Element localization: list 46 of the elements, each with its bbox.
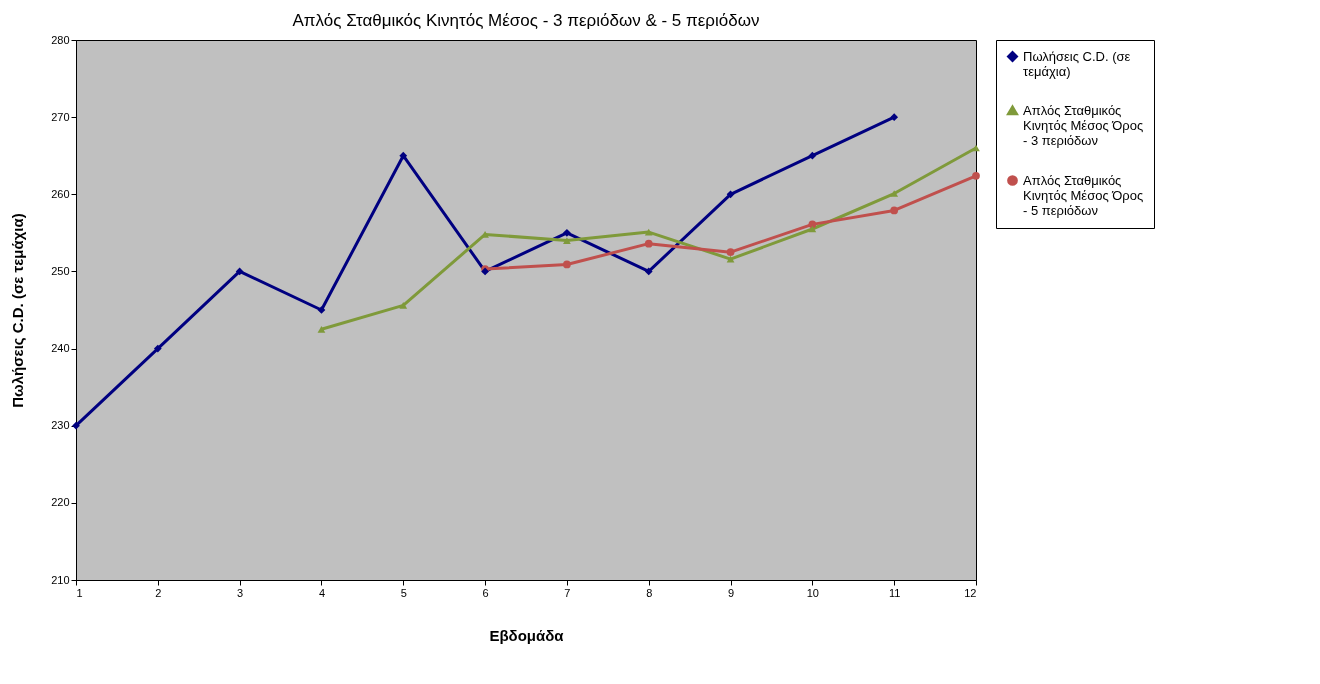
x-tick-label: 2 [155, 586, 162, 599]
point [890, 113, 899, 122]
chart-title: Απλός Σταθμικός Κινητός Μέσος - 3 περιόδων & - 5 περιόδων [292, 11, 760, 30]
y-tick-label: 270 [51, 110, 70, 123]
point [726, 190, 735, 199]
y-tick-label: 230 [51, 419, 70, 432]
point [563, 237, 571, 244]
x-tick-label: 7 [564, 586, 571, 599]
point [644, 239, 653, 248]
y-tick-label: 250 [51, 264, 70, 277]
point [644, 267, 653, 276]
x-tick-label: 8 [646, 586, 653, 599]
point [972, 171, 980, 180]
legend-label: Απλός Σταθμικός Κινητός Μέσος Όρος - 5 περιόδων [1023, 172, 1144, 218]
x-tick-label: 1 [76, 586, 83, 599]
point [317, 306, 326, 314]
legend-label: Απλός Σταθμικός Κινητός Μέσος Όρος - 3 περιόδων [1023, 102, 1144, 148]
x-tick-label: 9 [727, 586, 735, 599]
point [726, 248, 735, 257]
y-tick-label: 220 [51, 496, 70, 509]
point [153, 344, 162, 353]
point [808, 220, 817, 229]
y-tick-label: 260 [51, 187, 70, 200]
y-axis-title: Πωλήσεις C.D. (σε τεμάχια) [9, 213, 27, 408]
point [235, 267, 244, 276]
point [563, 228, 571, 237]
point [890, 190, 899, 197]
point [399, 302, 408, 309]
point [317, 325, 326, 333]
x-tick-label: 6 [482, 586, 489, 599]
x-tick-label: 5 [400, 586, 407, 599]
x-axis-title: Εβδομάδα [489, 626, 565, 644]
y-tick-label: 210 [51, 573, 70, 586]
y-tick-label: 240 [51, 342, 70, 355]
x-tick-label: 10 [806, 586, 819, 599]
x-tick-label: 3 [237, 586, 244, 599]
point [72, 421, 80, 430]
point [890, 206, 899, 215]
point [399, 151, 408, 160]
y-tick-label: 280 [51, 33, 70, 46]
x-tick-label: 12 [964, 586, 977, 599]
point [563, 260, 571, 269]
point [808, 151, 817, 160]
x-tick-label: 11 [888, 586, 901, 599]
x-tick-label: 4 [318, 586, 326, 599]
legend-label: Πωλήσεις C.D. (σε τεμάχια) [1023, 48, 1131, 79]
